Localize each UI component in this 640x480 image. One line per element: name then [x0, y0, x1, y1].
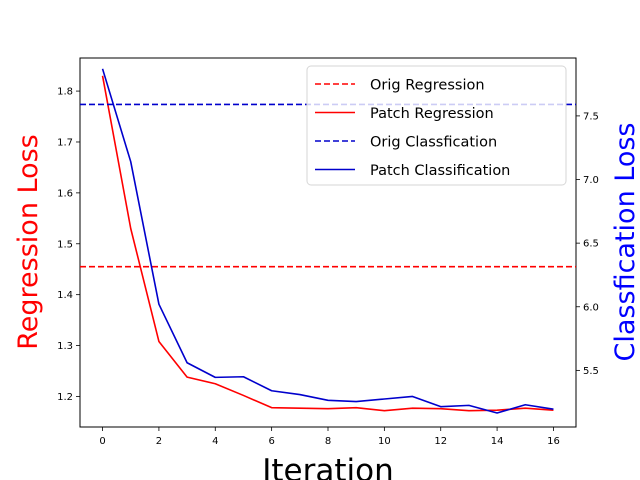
x-tick-label: 8 — [325, 436, 331, 447]
y-right-tick-label: 6.5 — [583, 239, 599, 250]
y-left-tick-label: 1.7 — [57, 137, 73, 148]
y-left-tick-label: 1.6 — [57, 188, 73, 199]
y-axis-left-label: Regression Loss — [13, 134, 44, 350]
x-tick-label: 2 — [156, 436, 162, 447]
x-tick-label: 0 — [99, 436, 105, 447]
x-axis: 0 2 4 6 8 10 12 14 16 — [99, 427, 560, 447]
series-patch-regression — [101, 75, 554, 412]
y-axis-right-label: Classfication Loss — [610, 123, 640, 362]
legend-label-orig-classfication: Orig Classfication — [370, 135, 497, 151]
y-right-tick-label: 7.0 — [583, 175, 599, 186]
x-tick-label: 10 — [378, 436, 391, 447]
y-axis-left: 1.2 1.3 1.4 1.5 1.6 1.7 1.8 — [57, 87, 80, 403]
x-tick-label: 12 — [434, 436, 447, 447]
y-right-tick-label: 5.5 — [583, 366, 599, 377]
y-left-tick-label: 1.4 — [57, 290, 73, 301]
y-axis-right: 5.5 6.0 6.5 7.0 7.5 — [576, 111, 599, 377]
legend-label-patch-regression: Patch Regression — [370, 106, 494, 122]
legend-label-orig-regression: Orig Regression — [370, 78, 485, 94]
x-tick-label: 16 — [547, 436, 560, 447]
x-tick-label: 14 — [491, 436, 504, 447]
legend-entries: Orig Regression Patch Regression Orig Clas… — [315, 78, 510, 179]
series-patch-classification — [101, 68, 554, 414]
x-axis-label: Iteration — [262, 453, 394, 480]
y-left-tick-label: 1.8 — [57, 87, 73, 98]
y-left-tick-label: 1.2 — [57, 392, 73, 403]
x-tick-label: 6 — [268, 436, 274, 447]
y-right-tick-label: 7.5 — [583, 111, 599, 122]
legend: Orig Regression Patch Regression Orig Clas… — [306, 65, 567, 186]
legend-box — [306, 65, 567, 186]
y-right-tick-label: 6.0 — [583, 302, 599, 313]
x-tick-label: 4 — [212, 436, 218, 447]
y-left-tick-label: 1.3 — [57, 341, 73, 352]
legend-label-patch-classification: Patch Classification — [370, 163, 510, 179]
y-left-tick-label: 1.5 — [57, 239, 73, 250]
